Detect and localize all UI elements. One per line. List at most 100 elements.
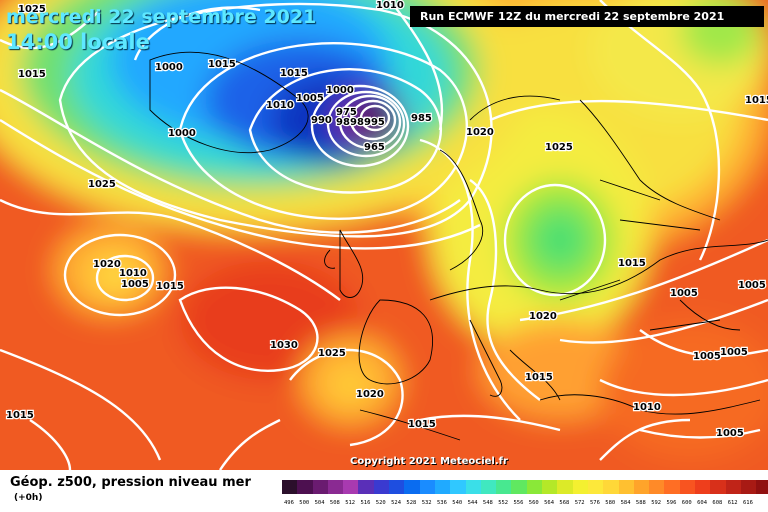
color-scale-swatch [557,480,573,494]
coastlines [149,51,768,441]
isobar-label: 985 [411,113,432,124]
isobar-label: 1020 [93,259,121,270]
color-scale-swatch [358,480,374,494]
isobar-label: 1015 [208,59,236,70]
color-scale-swatch [373,480,390,494]
color-scale-label: 604 [697,500,708,506]
color-scale-swatch [649,480,665,494]
color-scale-swatch [480,480,497,494]
color-scale-swatch [404,480,420,494]
weather-map: 1010 1025 1015 1000 1015 1015 1010 1005 … [0,0,768,470]
color-scale-label: 600 [681,500,692,506]
isobar-label: 1025 [18,4,46,15]
isobar-label: 1015 [6,410,34,421]
isobar-label: 1005 [296,93,324,104]
isobar-label: 1005 [693,351,721,362]
model-run-label: Run ECMWF 12Z du mercredi 22 septembre 2… [410,6,764,27]
color-scale-swatch [603,480,619,494]
color-scale-label: 572 [574,500,585,506]
color-scale-swatch [450,480,466,494]
color-scale-label: 556 [513,500,524,506]
color-scale-label: 520 [375,500,386,506]
color-scale-label: 516 [360,500,371,506]
isobar-label: 1010 [633,402,661,413]
color-scale-swatch [327,480,344,494]
isobar-label: 1005 [716,428,744,439]
color-scale-label: 564 [544,500,555,506]
isobar-label: 975 [336,107,357,118]
legend-title: Géop. z500, pression niveau mer [10,475,251,490]
isobar-label: 1025 [88,179,116,190]
color-scale-swatch [740,480,757,494]
isobar-label: 1000 [326,85,354,96]
isobar-label: 1015 [18,69,46,80]
color-scale-label: 612 [727,500,738,506]
isobar-label: 1005 [670,288,698,299]
isobars [0,0,768,470]
isobar-label: 995 [364,117,385,128]
color-scale-label: 508 [329,500,340,506]
color-scale-swatch [297,480,313,494]
isobar-label: 1010 [266,100,294,111]
color-scale-swatch [343,480,359,494]
isobar-label: 1015 [280,68,308,79]
isobar-label: 1030 [270,340,298,351]
color-scale-swatch [710,480,726,494]
isobar-label: 1025 [318,348,346,359]
isobar-label: 965 [364,142,385,153]
isobar-label: 1020 [466,127,494,138]
isobar-label: 1025 [545,142,573,153]
color-scale-swatch [526,480,543,494]
color-scale-label: 616 [743,500,753,506]
color-scale-label: 524 [391,500,402,506]
color-scale-swatch [633,480,650,494]
isobar-label: 1005 [720,347,748,358]
color-scale-label: 528 [406,500,417,506]
color-scale-label: 504 [314,500,325,506]
color-scale-swatch [465,480,481,494]
isobar-label: 1000 [155,62,183,73]
map-date-title: mercredi 22 septembre 2021 [6,6,317,28]
color-scale-swatch [756,480,768,494]
isobar-label: 1000 [168,128,196,139]
color-scale-swatch [618,480,634,494]
color-scale-swatch [695,480,711,494]
isobar-label: 990 [311,115,332,126]
color-scale-swatch [679,480,696,494]
isobar-label: 1015 [618,258,646,269]
isobar-label: 985 [350,117,371,128]
color-scale-swatch [496,480,512,494]
color-scale-swatch [282,480,298,494]
color-scale-label: 500 [299,500,310,506]
color-scale-label: 608 [712,500,723,506]
color-scale-swatch [587,480,604,494]
color-scale-label: 592 [651,500,662,506]
color-scale-label: 584 [620,500,631,506]
color-scale-swatch [542,480,558,494]
isobar-label: 980 [336,117,357,128]
color-scale-label: 536 [437,500,447,506]
color-scale-label: 596 [666,500,677,506]
color-scale-label: 548 [482,500,493,506]
isobar-label: 1005 [738,280,766,291]
color-scale-swatch [572,480,588,494]
isobar-label: 1005 [121,279,149,290]
isobar-label: 1010 [119,268,147,279]
color-scale-label: 588 [635,500,646,506]
color-scale-swatch [664,480,680,494]
color-scale-bar [282,480,768,494]
color-scale-swatch [312,480,328,494]
color-scale-label: 540 [452,500,463,506]
color-scale-swatch [511,480,527,494]
isobar-label: 1015 [408,419,436,430]
isobar-label: 1015 [745,95,768,106]
map-time-title: 14:00 locale [6,30,150,54]
color-scale-label: 496 [284,500,294,506]
isobar-label: 1015 [525,372,553,383]
color-scale-swatch [434,480,451,494]
isobar-labels: 1010 1025 1015 1000 1015 1015 1010 1005 … [5,0,768,440]
legend-forecast-hour: (+0h) [14,493,43,503]
color-scale-label: 568 [559,500,570,506]
color-scale-swatch [725,480,741,494]
color-scale-swatch [389,480,405,494]
